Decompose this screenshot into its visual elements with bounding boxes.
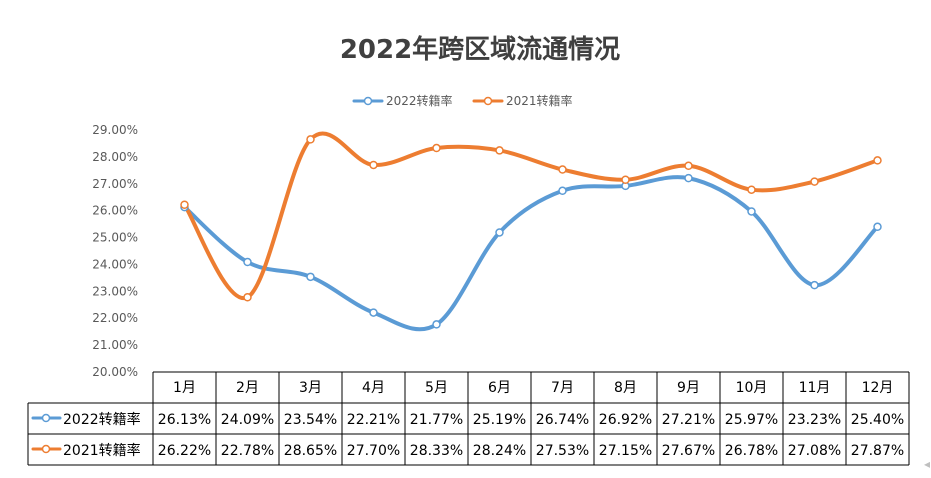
data-cell: 28.24% bbox=[473, 443, 526, 459]
y-tick-label: 20.00% bbox=[92, 365, 138, 379]
data-cell: 24.09% bbox=[221, 412, 274, 428]
data-cell: 25.19% bbox=[473, 412, 526, 428]
data-point-2 bbox=[306, 135, 315, 144]
chart-title: 2022年跨区域流通情况 bbox=[340, 34, 620, 65]
y-tick-label: 25.00% bbox=[92, 231, 138, 245]
y-tick-label: 27.00% bbox=[92, 177, 138, 191]
y-tick-label: 28.00% bbox=[92, 150, 138, 164]
data-cell: 22.78% bbox=[221, 443, 274, 459]
data-cell: 23.23% bbox=[788, 412, 841, 428]
data-table: 1月 2月 3月 4月 5月 6月 7月 8月 9月 10月 11月 12月 2022转籍率 26.13%… bbox=[27, 371, 910, 466]
data-point-1 bbox=[243, 257, 252, 267]
data-cell: 26.92% bbox=[599, 412, 652, 428]
data-point-1 bbox=[684, 173, 693, 183]
y-tick-label: 24.00% bbox=[92, 257, 138, 271]
data-cell: 27.08% bbox=[788, 443, 841, 459]
data-point-1 bbox=[306, 272, 315, 282]
data-cell: 26.22% bbox=[158, 443, 211, 459]
data-cell: 27.67% bbox=[662, 443, 715, 459]
series-row-label: 2021转籍率 bbox=[63, 442, 141, 459]
legend-marker-2 bbox=[483, 96, 493, 106]
data-cell: 22.21% bbox=[347, 412, 400, 428]
data-cell: 26.74% bbox=[536, 412, 589, 428]
data-cell: 23.54% bbox=[284, 412, 337, 428]
category-label: 11月 bbox=[799, 380, 831, 396]
legend-label-2: 2021转籍率 bbox=[506, 93, 573, 108]
category-label: 12月 bbox=[862, 380, 894, 396]
legend-marker-1 bbox=[363, 96, 373, 106]
data-point-2 bbox=[873, 156, 882, 165]
scroll-arrow-icon: ◂ bbox=[924, 457, 930, 471]
data-point-2 bbox=[432, 143, 441, 153]
data-cell: 27.53% bbox=[536, 443, 589, 459]
y-axis: 29.00% 28.00% 27.00% 26.00% 25.00% 24.00% 23.0… bbox=[92, 123, 138, 379]
data-cell: 25.97% bbox=[725, 412, 778, 428]
data-cell: 28.65% bbox=[284, 443, 337, 459]
data-cell: 27.15% bbox=[599, 443, 652, 459]
row-legend-marker bbox=[41, 413, 51, 423]
data-cell: 25.40% bbox=[851, 412, 904, 428]
data-point-2 bbox=[495, 146, 504, 155]
data-point-2 bbox=[369, 160, 378, 170]
y-tick-label: 29.00% bbox=[92, 123, 138, 137]
data-cell: 27.87% bbox=[851, 443, 904, 459]
data-point-1 bbox=[810, 280, 819, 290]
data-point-1 bbox=[495, 228, 504, 237]
y-tick-label: 21.00% bbox=[92, 338, 138, 352]
plot-lines bbox=[180, 131, 882, 332]
data-point-1 bbox=[558, 186, 567, 196]
category-label: 2月 bbox=[236, 380, 259, 396]
category-label: 5月 bbox=[425, 380, 448, 396]
category-label: 1月 bbox=[173, 380, 196, 396]
data-cell: 27.21% bbox=[662, 412, 715, 428]
data-point-2 bbox=[747, 185, 756, 194]
category-label: 3月 bbox=[299, 380, 322, 396]
y-tick-label: 26.00% bbox=[92, 204, 138, 218]
data-point-1 bbox=[873, 222, 882, 232]
category-label: 6月 bbox=[488, 380, 511, 396]
data-cell: 28.33% bbox=[410, 443, 463, 459]
category-label: 9月 bbox=[677, 380, 700, 396]
category-label: 4月 bbox=[362, 380, 385, 396]
category-label: 10月 bbox=[736, 380, 768, 396]
series-row-label: 2022转籍率 bbox=[63, 411, 141, 428]
data-point-2 bbox=[621, 175, 630, 184]
data-point-2 bbox=[243, 292, 252, 302]
category-label: 7月 bbox=[551, 380, 574, 396]
y-tick-label: 23.00% bbox=[92, 284, 138, 298]
y-tick-label: 22.00% bbox=[92, 311, 138, 325]
data-point-2 bbox=[810, 177, 819, 186]
data-cell: 26.78% bbox=[725, 443, 778, 459]
legend: 2022转籍率 2021转籍率 bbox=[352, 93, 573, 108]
legend-label-1: 2022转籍率 bbox=[386, 93, 453, 108]
data-point-2 bbox=[558, 165, 567, 174]
series-line-1 bbox=[182, 175, 880, 332]
data-point-1 bbox=[432, 320, 441, 329]
category-label: 8月 bbox=[614, 380, 637, 396]
data-cell: 27.70% bbox=[347, 443, 400, 459]
data-point-1 bbox=[747, 207, 756, 216]
data-cell: 26.13% bbox=[158, 412, 211, 428]
data-point-1 bbox=[369, 308, 378, 317]
data-point-2 bbox=[180, 200, 189, 210]
data-point-2 bbox=[684, 161, 693, 171]
data-cell: 21.77% bbox=[410, 412, 463, 428]
row-legend-marker bbox=[41, 444, 51, 454]
